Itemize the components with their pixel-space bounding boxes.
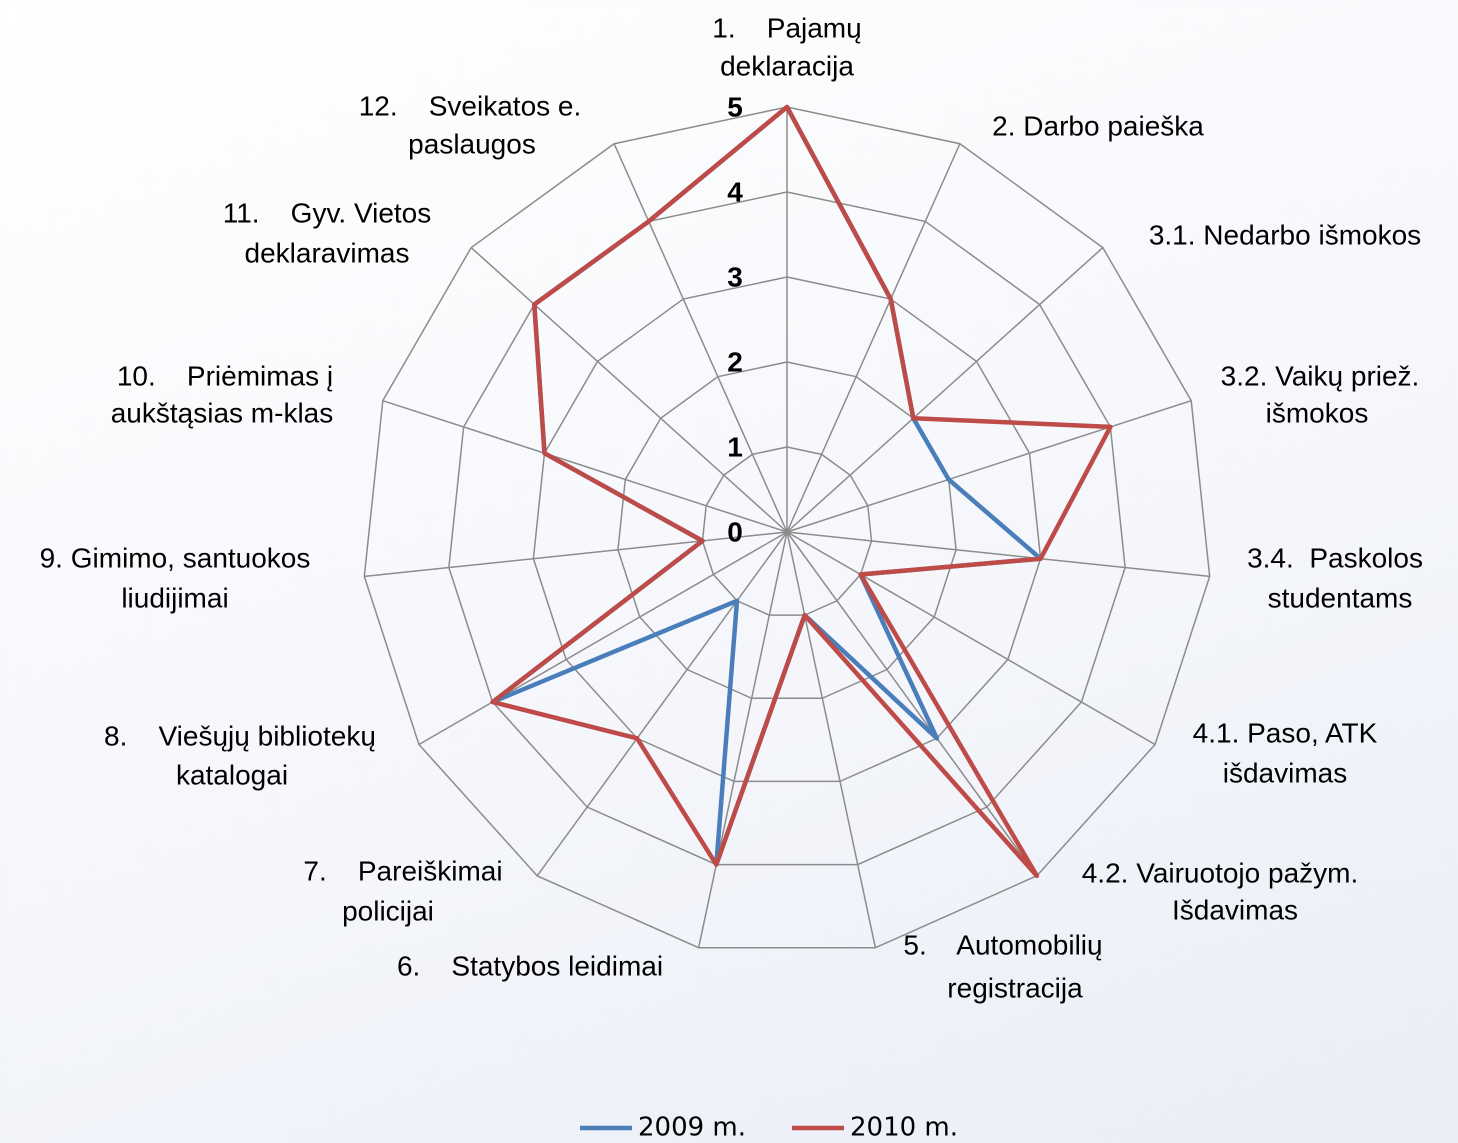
- category-label: registracija: [947, 972, 1083, 1003]
- spoke: [786, 399, 1192, 533]
- spoke: [536, 531, 788, 877]
- axis-tick-label: 4: [727, 176, 743, 207]
- axis-tick-label: 5: [727, 91, 743, 122]
- category-label: 5. Automobilių: [903, 929, 1102, 960]
- category-label: katalogai: [176, 759, 288, 790]
- grid-ring: [363, 106, 1211, 949]
- category-label: liudijimai: [121, 582, 228, 613]
- category-label: 11. Gyv. Vietos: [223, 197, 432, 228]
- grid-ring: [532, 276, 1042, 783]
- axis-tick-label: 0: [727, 516, 743, 547]
- category-label: 3.1. Nedarbo išmokos: [1149, 219, 1421, 250]
- category-label: aukštąsias m-klas: [111, 397, 334, 428]
- category-label: paslaugos: [408, 128, 536, 159]
- spoke: [786, 531, 877, 948]
- axis-tick-label: 3: [727, 261, 743, 292]
- spoke: [364, 531, 788, 578]
- spoke: [697, 531, 788, 948]
- legend-label: 2009 m.: [638, 1113, 746, 1143]
- grid-ring: [701, 446, 873, 616]
- spoke: [382, 399, 788, 533]
- legend-label: 2010 m.: [850, 1113, 958, 1143]
- spoke: [786, 531, 1156, 746]
- spoke: [470, 247, 788, 533]
- spoke: [418, 531, 788, 746]
- category-label: 10. Priėmimas į: [117, 360, 333, 391]
- category-label: 9. Gimimo, santuokos: [40, 542, 311, 573]
- category-label: išmokos: [1266, 397, 1369, 428]
- category-label: studentams: [1268, 582, 1413, 613]
- category-label: 7. Pareiškimai: [303, 855, 502, 886]
- axis-tick-label: 1: [727, 431, 743, 462]
- category-label: Išdavimas: [1172, 894, 1298, 925]
- category-label: 2. Darbo paieška: [992, 110, 1204, 141]
- category-label: 1. Pajamų: [712, 12, 861, 43]
- spoke: [613, 143, 788, 533]
- category-label: policijai: [342, 895, 434, 926]
- category-label: deklaravimas: [245, 237, 410, 268]
- axis-tick-label: 2: [727, 346, 743, 377]
- category-label: 6. Statybos leidimai: [397, 950, 663, 981]
- category-label: deklaracija: [720, 50, 854, 81]
- spoke: [786, 247, 1104, 533]
- category-label: 3.4. Paskolos: [1247, 542, 1423, 573]
- category-label: 4.2. Vairuotojo pažym.: [1082, 857, 1359, 888]
- category-label: 4.1. Paso, ATK: [1193, 717, 1378, 748]
- series-line: [490, 104, 1113, 879]
- category-label: 12. Sveikatos e.: [359, 90, 582, 121]
- spoke: [786, 531, 1038, 877]
- category-label: išdavimas: [1223, 757, 1347, 788]
- spoke: [786, 531, 1210, 578]
- category-label: 3.2. Vaikų priež.: [1221, 360, 1420, 391]
- category-label: 8. Viešųjų bibliotekų: [104, 720, 376, 751]
- grid-ring: [448, 191, 1126, 866]
- spoke: [786, 143, 961, 533]
